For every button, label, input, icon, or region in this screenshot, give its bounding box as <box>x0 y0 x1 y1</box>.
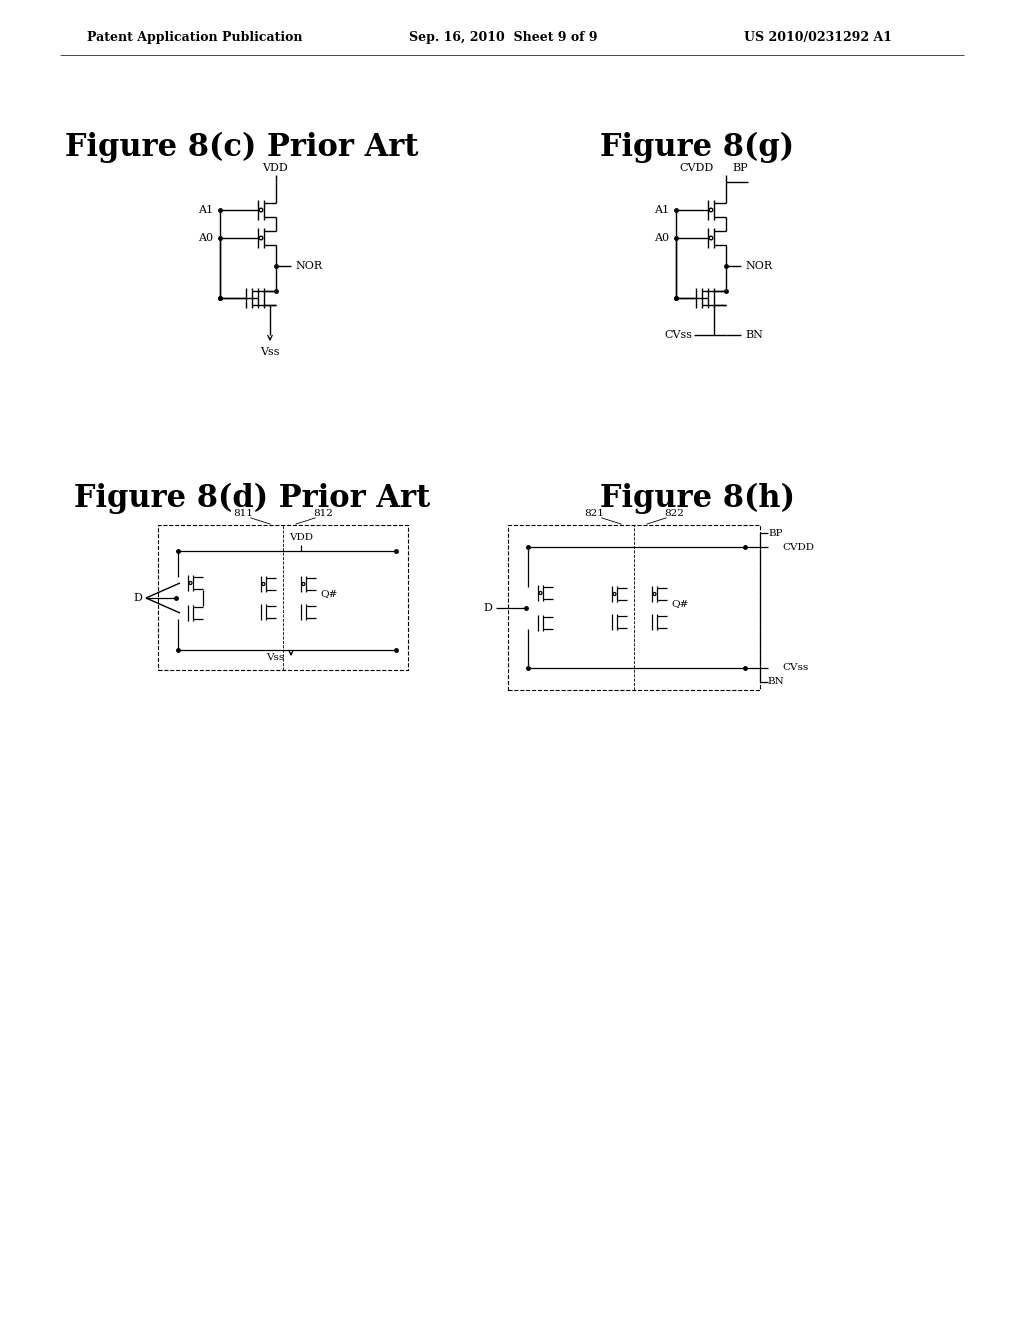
Text: D: D <box>483 603 493 612</box>
Text: A0: A0 <box>199 234 214 243</box>
Text: BN: BN <box>745 330 763 341</box>
Text: Vss: Vss <box>260 347 280 356</box>
Text: Sep. 16, 2010  Sheet 9 of 9: Sep. 16, 2010 Sheet 9 of 9 <box>409 30 597 44</box>
Text: A1: A1 <box>199 205 214 215</box>
Text: 822: 822 <box>664 508 684 517</box>
Text: 811: 811 <box>233 508 253 517</box>
Text: BP: BP <box>769 528 783 537</box>
Text: US 2010/0231292 A1: US 2010/0231292 A1 <box>744 30 892 44</box>
Text: Figure 8(c) Prior Art: Figure 8(c) Prior Art <box>66 132 419 162</box>
Text: CVDD: CVDD <box>680 162 714 173</box>
Text: BP: BP <box>732 162 748 173</box>
Text: Q#: Q# <box>672 599 689 609</box>
Text: 812: 812 <box>313 508 333 517</box>
Text: Figure 8(h): Figure 8(h) <box>599 482 795 513</box>
Text: A0: A0 <box>654 234 670 243</box>
Text: VDD: VDD <box>262 162 288 173</box>
Text: CVss: CVss <box>664 330 692 341</box>
Text: Figure 8(d) Prior Art: Figure 8(d) Prior Art <box>74 482 430 513</box>
Text: Patent Application Publication: Patent Application Publication <box>87 30 303 44</box>
Text: CVDD: CVDD <box>782 543 814 552</box>
Text: NOR: NOR <box>296 261 323 271</box>
Text: VDD: VDD <box>289 533 313 543</box>
Text: Q#: Q# <box>321 590 338 598</box>
Text: A1: A1 <box>654 205 670 215</box>
Text: BN: BN <box>768 677 784 686</box>
Text: NOR: NOR <box>745 261 772 271</box>
Text: 821: 821 <box>584 508 604 517</box>
Text: D: D <box>133 593 142 603</box>
Text: Figure 8(g): Figure 8(g) <box>600 132 794 162</box>
Text: CVss: CVss <box>782 664 808 672</box>
Text: Vss: Vss <box>266 653 284 663</box>
